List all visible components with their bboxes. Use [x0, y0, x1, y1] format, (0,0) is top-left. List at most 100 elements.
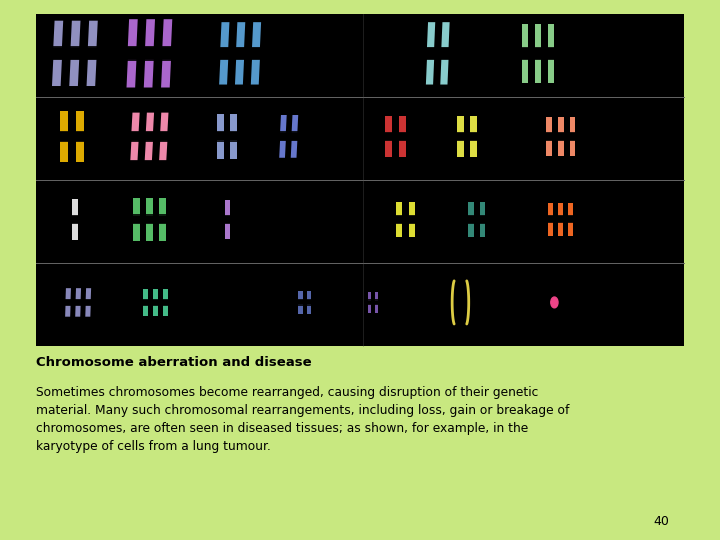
- Bar: [395, 215, 403, 224]
- Polygon shape: [522, 59, 528, 83]
- Polygon shape: [85, 305, 91, 316]
- Polygon shape: [163, 305, 168, 316]
- Bar: [408, 215, 416, 224]
- Polygon shape: [76, 111, 84, 132]
- Bar: [160, 131, 168, 142]
- Polygon shape: [161, 113, 168, 132]
- Polygon shape: [299, 291, 302, 300]
- Polygon shape: [219, 59, 228, 85]
- Bar: [230, 131, 238, 141]
- Bar: [251, 46, 261, 60]
- Bar: [467, 215, 474, 224]
- Polygon shape: [548, 59, 554, 83]
- Polygon shape: [535, 59, 541, 83]
- Polygon shape: [236, 22, 246, 48]
- Bar: [367, 300, 372, 306]
- Polygon shape: [480, 222, 485, 237]
- Bar: [298, 299, 304, 306]
- Polygon shape: [60, 111, 68, 132]
- Ellipse shape: [551, 297, 558, 308]
- Polygon shape: [375, 305, 379, 313]
- Polygon shape: [559, 222, 564, 236]
- Polygon shape: [480, 202, 485, 216]
- Polygon shape: [251, 59, 260, 85]
- Polygon shape: [75, 305, 81, 316]
- Polygon shape: [143, 305, 148, 316]
- Polygon shape: [409, 201, 415, 216]
- Polygon shape: [279, 140, 286, 158]
- Bar: [558, 215, 564, 224]
- Polygon shape: [153, 305, 158, 316]
- Polygon shape: [558, 140, 564, 156]
- Polygon shape: [143, 289, 148, 300]
- Polygon shape: [457, 140, 464, 157]
- Polygon shape: [76, 141, 84, 161]
- Polygon shape: [569, 203, 574, 217]
- Bar: [85, 299, 91, 306]
- Bar: [235, 46, 245, 60]
- Polygon shape: [230, 140, 237, 159]
- Bar: [426, 46, 435, 60]
- Polygon shape: [217, 114, 224, 132]
- Polygon shape: [66, 288, 71, 300]
- Polygon shape: [280, 115, 287, 132]
- Polygon shape: [88, 21, 98, 48]
- Polygon shape: [307, 291, 311, 300]
- Polygon shape: [570, 117, 575, 133]
- Bar: [279, 131, 287, 141]
- Polygon shape: [368, 292, 372, 301]
- Bar: [145, 214, 153, 225]
- Bar: [145, 131, 154, 142]
- Bar: [220, 46, 229, 60]
- Polygon shape: [559, 203, 564, 217]
- Polygon shape: [569, 222, 574, 236]
- Polygon shape: [548, 24, 554, 48]
- Polygon shape: [133, 198, 140, 215]
- Polygon shape: [522, 24, 528, 48]
- Polygon shape: [86, 288, 91, 300]
- Polygon shape: [132, 113, 140, 132]
- Polygon shape: [549, 222, 554, 236]
- Bar: [143, 299, 149, 306]
- Polygon shape: [375, 292, 379, 301]
- Polygon shape: [292, 115, 298, 132]
- Polygon shape: [441, 22, 449, 48]
- Bar: [557, 132, 564, 141]
- Polygon shape: [396, 222, 402, 237]
- Bar: [75, 131, 84, 142]
- Bar: [548, 215, 554, 224]
- Polygon shape: [230, 114, 237, 132]
- Polygon shape: [72, 223, 78, 240]
- Bar: [70, 46, 80, 60]
- Bar: [127, 46, 138, 60]
- Polygon shape: [53, 21, 63, 48]
- Polygon shape: [60, 141, 68, 161]
- Polygon shape: [159, 223, 166, 241]
- Polygon shape: [72, 199, 78, 215]
- Bar: [59, 131, 68, 142]
- Polygon shape: [368, 305, 372, 313]
- Bar: [162, 46, 172, 60]
- Bar: [153, 299, 159, 306]
- Bar: [158, 214, 166, 225]
- Polygon shape: [128, 19, 138, 47]
- Polygon shape: [52, 59, 62, 86]
- Text: Sometimes chromosomes become rearranged, causing disruption of their genetic
mat: Sometimes chromosomes become rearranged,…: [36, 386, 570, 453]
- Polygon shape: [470, 116, 477, 133]
- Polygon shape: [427, 22, 435, 48]
- Polygon shape: [426, 59, 434, 85]
- Polygon shape: [65, 305, 71, 316]
- Polygon shape: [86, 59, 96, 86]
- Polygon shape: [291, 140, 297, 158]
- Bar: [75, 299, 81, 306]
- Polygon shape: [71, 21, 81, 48]
- Polygon shape: [133, 223, 140, 241]
- Polygon shape: [252, 22, 261, 48]
- Polygon shape: [127, 59, 137, 87]
- Bar: [217, 131, 225, 141]
- Polygon shape: [441, 59, 449, 85]
- Polygon shape: [400, 140, 407, 157]
- Bar: [224, 215, 230, 224]
- Bar: [384, 132, 393, 141]
- Bar: [479, 215, 486, 224]
